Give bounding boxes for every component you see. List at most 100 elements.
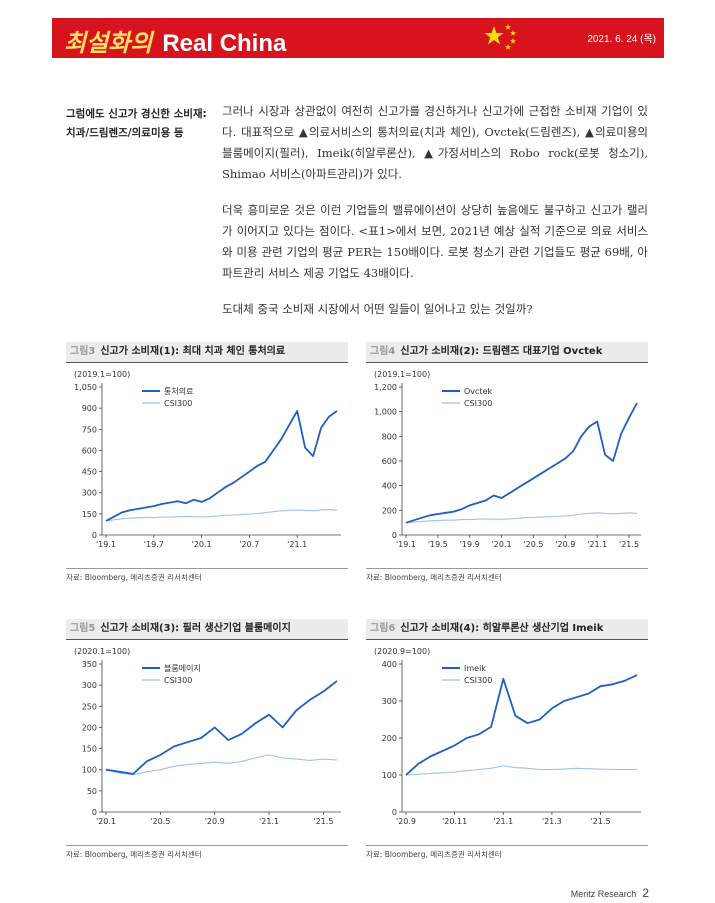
report-title-english: Real China	[162, 30, 287, 57]
legend-label: 통처의료	[164, 386, 193, 396]
chart-header: 그림3 신고가 소비재(1): 최대 치과 체인 통처의료	[66, 342, 348, 363]
x-tick-label: '20.1	[192, 540, 212, 549]
y-tick-label: 0	[92, 531, 97, 540]
legend-label: CSI300	[164, 399, 192, 408]
y-tick-label: 350	[82, 660, 97, 669]
x-tick-label: '21.5	[619, 540, 639, 549]
chart-plot: (2020.9=100) 400 300 200 100 0'20.9 '20.11 '21.…	[374, 647, 641, 826]
series-line-main	[405, 674, 638, 776]
legend-label: Ovctek	[464, 387, 492, 396]
body-paragraph-1: 그러나 시장과 상관없이 여전히 신고가를 경신하거나 신고가에 근접한 소비재…	[222, 104, 648, 181]
chart-label: 그림4	[370, 346, 396, 357]
y-tick-label: 100	[82, 766, 97, 775]
body-text: 그러나 시장과 상관없이 여전히 신고가를 경신하거나 신고가에 근접한 소비재…	[222, 101, 648, 335]
y-tick-label: 250	[82, 702, 97, 711]
series-line-main	[105, 410, 338, 522]
y-tick-label: 400	[382, 482, 397, 491]
legend-label: CSI300	[164, 676, 192, 685]
chart-block-5: 그림5 신고가 소비재(3): 필러 생산기업 블룸메이지 (2020.1=100…	[66, 619, 348, 860]
side-summary-line2: 치과/드림렌즈/의료미용 등	[66, 127, 184, 139]
body-paragraph-2: 더욱 흥미로운 것은 이런 기업들의 밸류에이션이 상당히 높음에도 불구하고 …	[222, 203, 648, 280]
y-tick-label: 0	[392, 808, 397, 817]
x-tick-label: '20.9	[396, 817, 416, 826]
x-tick-label: '21.1	[287, 540, 307, 549]
series-line-csi300	[405, 765, 637, 776]
legend-label: 블룸메이지	[164, 663, 201, 673]
x-tick-label: '21.1	[259, 817, 279, 826]
x-tick-label: '19.9	[460, 540, 480, 549]
y-tick-label: 1,050	[74, 383, 97, 392]
x-tick-label: '21.3	[542, 817, 562, 826]
y-tick-label: 0	[392, 531, 397, 540]
x-tick-label: '21.5	[313, 817, 333, 826]
chart-title: 신고가 소비재(3): 필러 생산기업 블룸메이지	[100, 623, 291, 634]
header-banner: 최설화의 Real China 2021. 6. 24 (목)	[52, 18, 664, 58]
chart-block-3: 그림3 신고가 소비재(1): 최대 치과 체인 통처의료 (2019.1=100…	[66, 342, 348, 583]
y-tick-label: 600	[82, 446, 97, 455]
chart-title: 신고가 소비재(1): 최대 치과 체인 통처의료	[100, 346, 286, 357]
x-tick-label: '19.7	[144, 540, 164, 549]
china-flag-stars-icon	[484, 24, 516, 50]
x-tick-label: '20.1	[96, 817, 116, 826]
y-tick-label: 300	[382, 697, 397, 706]
chart-plot: (2020.1=100) 350 300 250 200 150 100 50 0'20.1 '2…	[74, 647, 341, 826]
footer-brand: Meritz Research	[570, 889, 637, 899]
x-tick-label: '19.1	[396, 540, 416, 549]
series-line-csi300	[405, 512, 638, 524]
legend-label: CSI300	[464, 399, 492, 408]
y-tick-label: 150	[82, 745, 97, 754]
y-tick-label: 150	[82, 510, 97, 519]
chart-label: 그림6	[370, 623, 396, 634]
series-line-csi300	[105, 509, 338, 522]
x-tick-label: '19.5	[428, 540, 448, 549]
chart-header: 그림6 신고가 소비재(4): 히알루론산 생산기업 Imeik	[366, 619, 648, 640]
y-tick-label: 300	[82, 681, 97, 690]
x-tick-label: '20.9	[205, 817, 225, 826]
y-tick-label: 1,000	[374, 408, 397, 417]
y-tick-label: 750	[82, 425, 97, 434]
unit-note: (2019.1=100)	[374, 370, 430, 379]
x-tick-label: '21.5	[591, 817, 611, 826]
y-tick-label: 600	[382, 457, 397, 466]
chart-label: 그림5	[70, 623, 96, 634]
report-title-korean: 최설화의	[64, 28, 153, 57]
x-tick-label: '20.5	[523, 540, 543, 549]
x-tick-label: '20.7	[239, 540, 259, 549]
chart-header: 그림5 신고가 소비재(3): 필러 생산기업 블룸메이지	[66, 619, 348, 640]
unit-note: (2020.1=100)	[74, 647, 130, 656]
chart-title: 신고가 소비재(4): 히알루론산 생산기업 Imeik	[400, 623, 604, 634]
report-title: 최설화의 Real China	[64, 23, 286, 58]
legend-label: Imeik	[464, 664, 486, 673]
series-line-main	[405, 402, 638, 524]
chart-plot: (2019.1=100)1,0509007506004503001500'19.…	[74, 370, 341, 549]
y-tick-label: 1,200	[374, 383, 397, 392]
side-summary-line1: 그럼에도 신고가 경신한 소비재:	[66, 108, 207, 120]
side-summary: 그럼에도 신고가 경신한 소비재: 치과/드림렌즈/의료미용 등	[66, 105, 214, 143]
x-tick-label: '20.9	[555, 540, 575, 549]
chart-source: 자료: Bloomberg, 메리츠증권 리서치센터	[366, 845, 648, 860]
y-tick-label: 300	[82, 489, 97, 498]
x-tick-label: '20.5	[150, 817, 170, 826]
y-tick-label: 400	[382, 660, 397, 669]
x-tick-label: '19.1	[96, 540, 116, 549]
unit-note: (2019.1=100)	[74, 370, 130, 379]
chart-source: 자료: Bloomberg, 메리츠증권 리서치센터	[66, 568, 348, 583]
unit-note: (2020.9=100)	[374, 647, 430, 656]
y-tick-label: 100	[382, 771, 397, 780]
page-number: 2	[642, 886, 649, 900]
chart-title: 신고가 소비재(2): 드림렌즈 대표기업 Ovctek	[400, 346, 603, 357]
series-line-csi300	[105, 754, 338, 776]
y-tick-label: 450	[82, 468, 97, 477]
report-date: 2021. 6. 24 (목)	[587, 34, 656, 45]
y-tick-label: 200	[382, 734, 397, 743]
body-paragraph-3: 도대체 중국 소비재 시장에서 어떤 일들이 일어나고 있는 것일까?	[222, 302, 533, 316]
chart-label: 그림3	[70, 346, 96, 357]
page-footer: Meritz Research 2	[571, 886, 649, 900]
chart-header: 그림4 신고가 소비재(2): 드림렌즈 대표기업 Ovctek	[366, 342, 648, 363]
y-tick-label: 0	[92, 808, 97, 817]
y-tick-label: 200	[82, 723, 97, 732]
y-tick-label: 50	[87, 787, 97, 796]
y-tick-label: 800	[382, 432, 397, 441]
chart-source: 자료: Bloomberg, 메리츠증권 리서치센터	[366, 568, 648, 583]
x-tick-label: '21.1	[587, 540, 607, 549]
